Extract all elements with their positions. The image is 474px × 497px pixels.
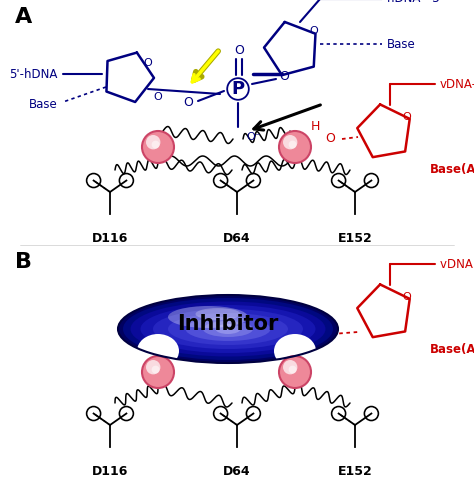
Ellipse shape: [185, 317, 271, 341]
Text: O: O: [279, 71, 289, 83]
Ellipse shape: [130, 302, 326, 356]
Text: vDNA-5': vDNA-5': [440, 78, 474, 90]
Text: H: H: [310, 120, 319, 134]
Text: D116: D116: [92, 465, 128, 478]
Ellipse shape: [168, 313, 288, 345]
Circle shape: [152, 141, 160, 149]
Circle shape: [146, 135, 160, 150]
Circle shape: [142, 356, 174, 388]
Text: Base: Base: [387, 37, 416, 51]
Text: D116: D116: [92, 232, 128, 245]
Ellipse shape: [140, 305, 316, 353]
Text: hDNA - 3': hDNA - 3': [387, 0, 443, 5]
Circle shape: [279, 131, 311, 163]
Circle shape: [146, 360, 160, 374]
Text: A: A: [15, 7, 32, 27]
Circle shape: [283, 360, 297, 374]
Ellipse shape: [153, 309, 303, 349]
Circle shape: [283, 135, 297, 150]
Text: B: B: [15, 252, 32, 272]
Ellipse shape: [123, 298, 333, 360]
Text: Base(A): Base(A): [430, 164, 474, 176]
Text: O⁻: O⁻: [246, 132, 261, 142]
Text: O: O: [234, 45, 244, 58]
Text: O: O: [325, 133, 335, 146]
Text: Base: Base: [29, 98, 58, 111]
Text: O: O: [402, 292, 411, 302]
Text: E152: E152: [337, 465, 373, 478]
Text: Inhibitor: Inhibitor: [177, 314, 279, 334]
Ellipse shape: [203, 321, 253, 337]
Text: vDNA -5': vDNA -5': [440, 257, 474, 270]
Text: HO: HO: [307, 326, 328, 338]
Ellipse shape: [168, 306, 248, 328]
Text: 5'-hDNA: 5'-hDNA: [9, 68, 58, 81]
Circle shape: [289, 141, 297, 149]
Ellipse shape: [216, 324, 240, 334]
Text: E152: E152: [337, 232, 373, 245]
Ellipse shape: [118, 295, 338, 363]
Circle shape: [152, 366, 160, 374]
Text: O: O: [310, 26, 319, 36]
Text: O: O: [183, 96, 193, 109]
Text: D64: D64: [223, 465, 251, 478]
Ellipse shape: [137, 334, 179, 368]
Circle shape: [289, 366, 297, 374]
Text: Base(A): Base(A): [430, 343, 474, 356]
Text: O: O: [154, 92, 163, 102]
Text: D64: D64: [223, 232, 251, 245]
Circle shape: [142, 131, 174, 163]
Ellipse shape: [274, 334, 316, 368]
Ellipse shape: [195, 308, 240, 320]
Circle shape: [279, 356, 311, 388]
Text: O: O: [402, 112, 411, 122]
Text: O: O: [144, 58, 152, 68]
Text: P: P: [231, 80, 245, 98]
